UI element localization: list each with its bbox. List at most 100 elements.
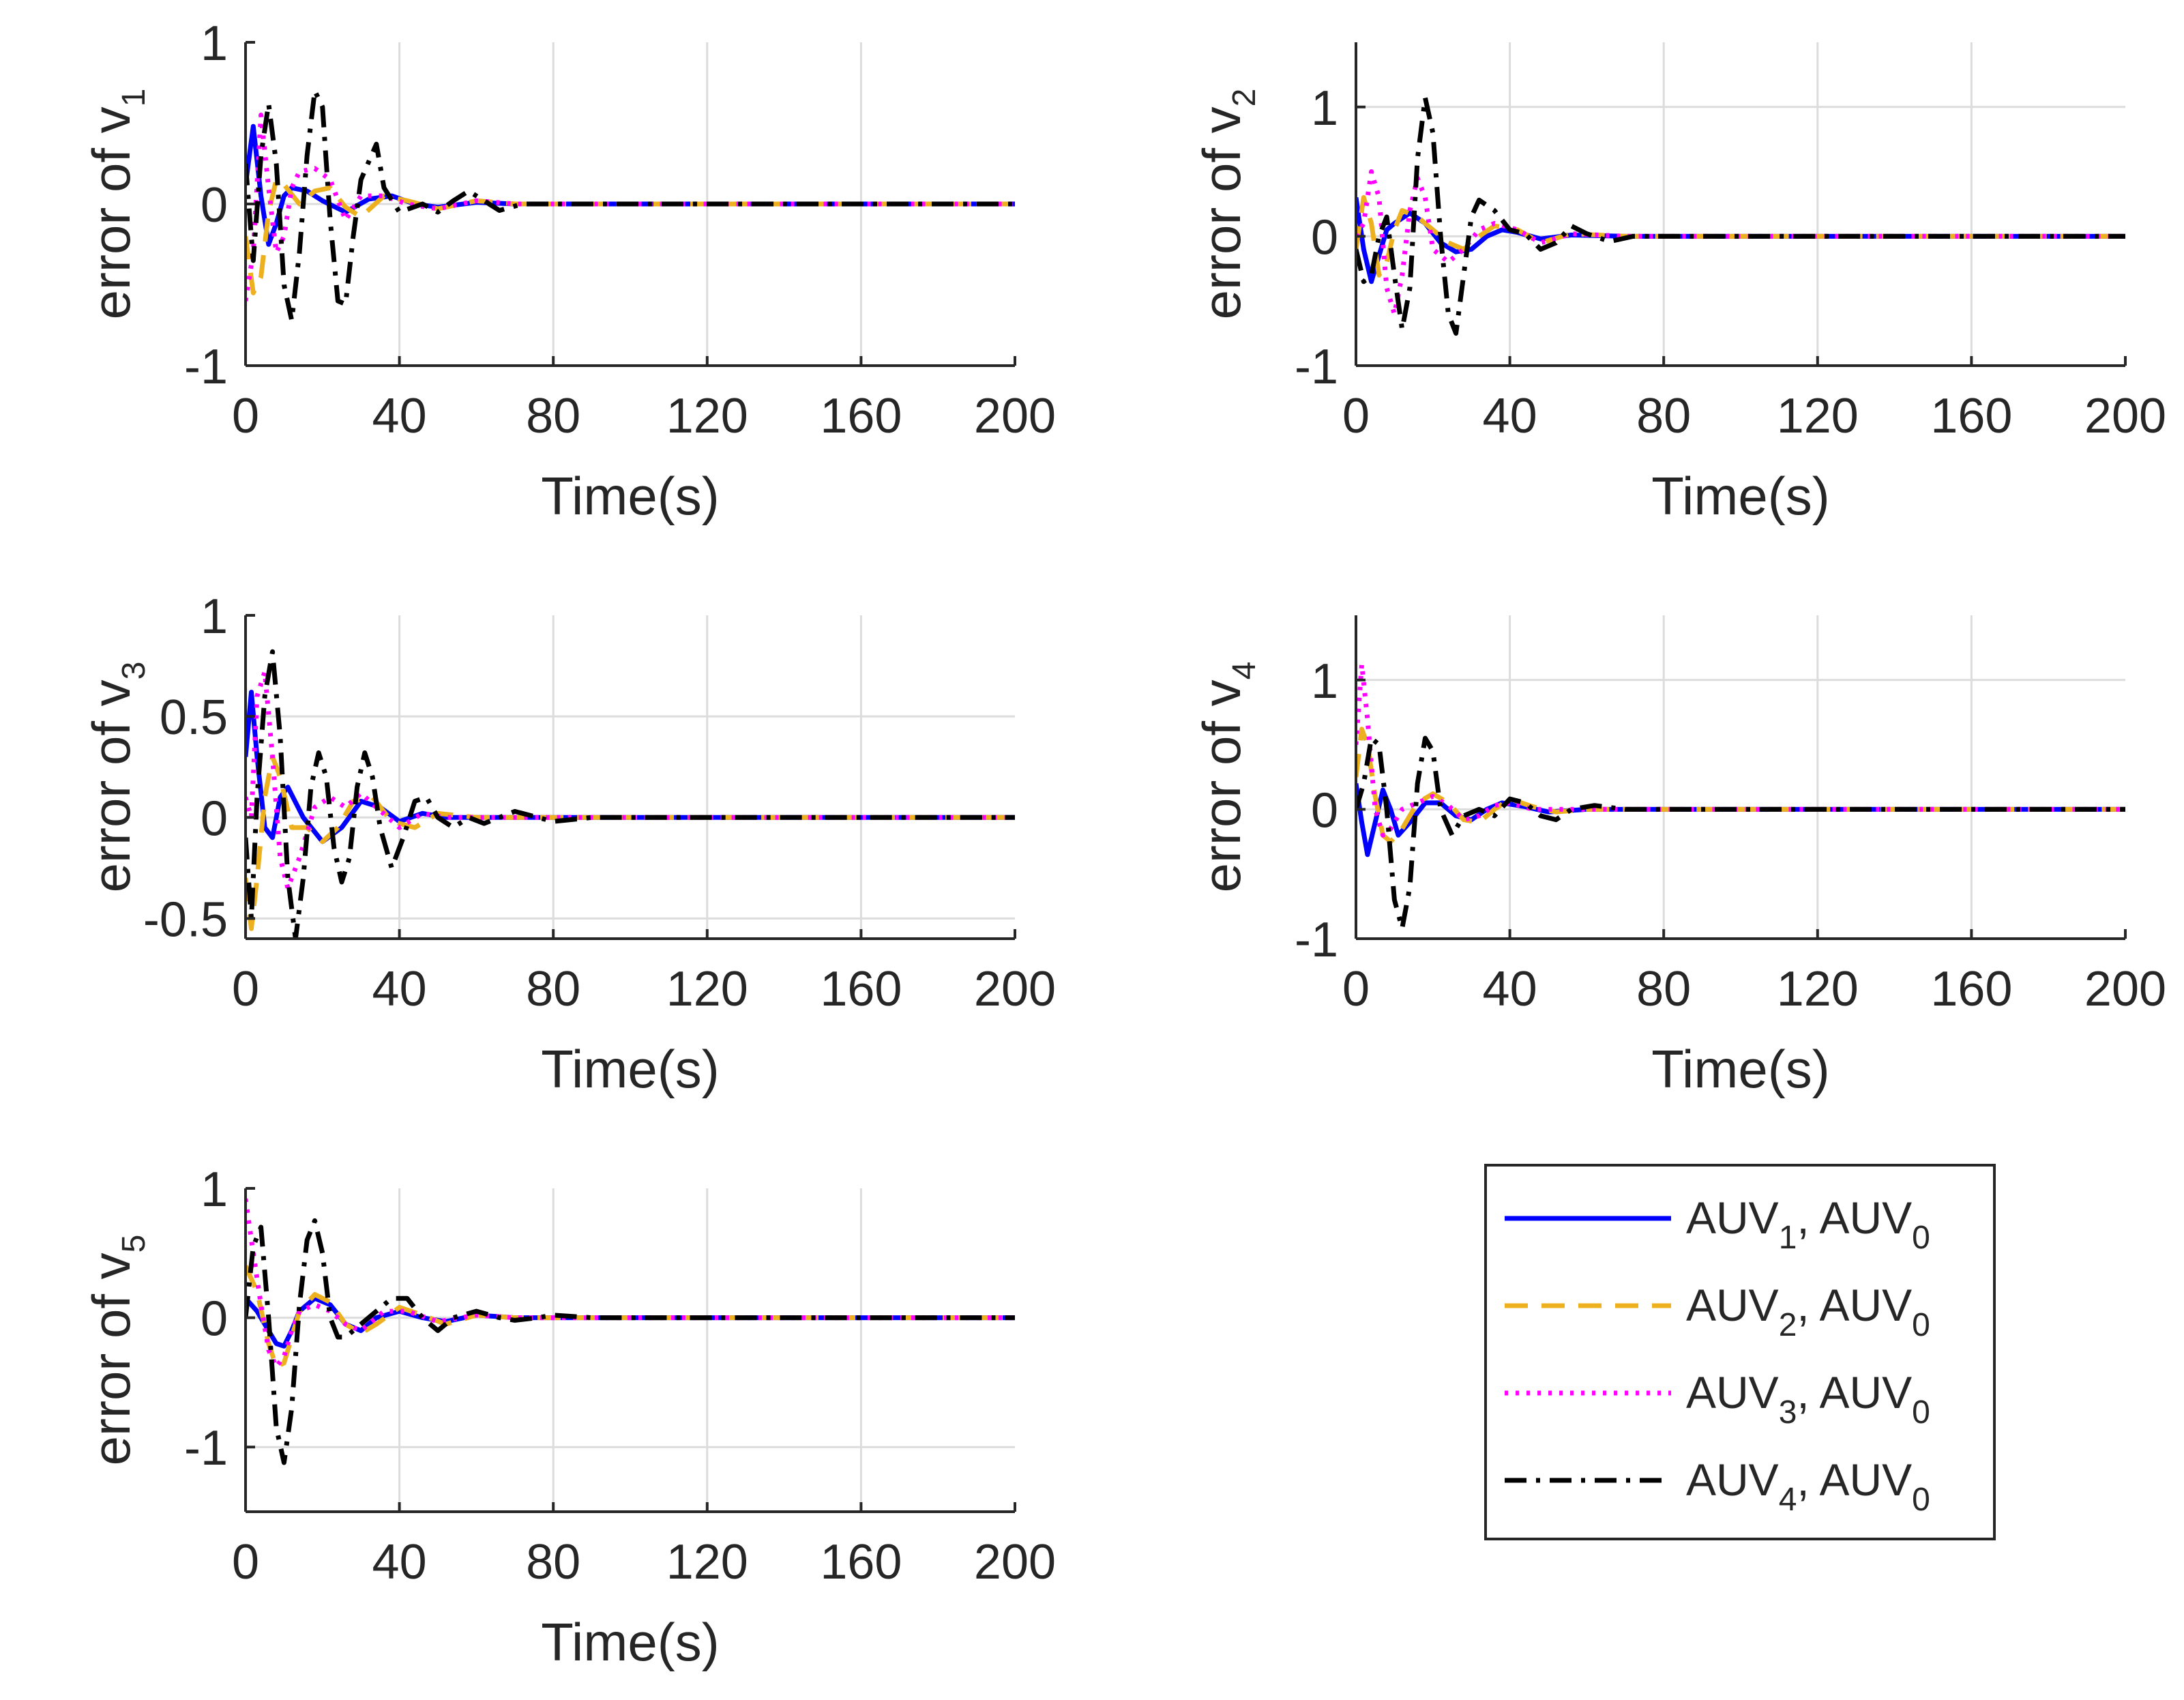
series-group	[246, 649, 1015, 939]
y-tick-label: 0	[201, 791, 228, 846]
legend-label-auv4: AUV4, AUV0	[1686, 1454, 1930, 1518]
plot-area	[246, 615, 1015, 939]
x-tick-label: 120	[666, 1535, 748, 1589]
y-axis-label-subscript: 3	[116, 662, 152, 680]
y-axis-label-text: error of v	[1192, 679, 1252, 892]
series-line-auv3	[1356, 662, 2125, 838]
x-axis-label: Time(s)	[1651, 466, 1829, 526]
y-axis-label-subscript: 5	[116, 1235, 152, 1253]
series-line-auv3	[246, 669, 1015, 891]
x-axis-label: Time(s)	[541, 1039, 719, 1099]
y-tick-label: -1	[1295, 913, 1338, 967]
series-line-auv2	[246, 754, 1015, 931]
series-group	[246, 88, 1015, 323]
plot-area	[1356, 42, 2125, 366]
legend: AUV1, AUV0 AUV2, AUV0 AUV3, AUV0 AUV4, AUV0	[1484, 1164, 1996, 1540]
y-axis-label: error of v4	[1192, 662, 1263, 893]
series-line-auv2	[246, 1265, 1015, 1370]
plot-area	[1356, 615, 2125, 939]
x-tick-label: 0	[232, 1535, 259, 1589]
y-tick-label: 1	[201, 1162, 228, 1217]
y-axis-label: error of v1	[81, 89, 152, 320]
x-axis-label: Time(s)	[541, 1612, 719, 1672]
x-tick-label: 40	[372, 962, 427, 1016]
x-tick-label: 40	[1483, 389, 1537, 443]
x-tick-label: 80	[1636, 389, 1691, 443]
series-line-auv4	[1356, 735, 2125, 931]
legend-label-auv2: AUV2, AUV0	[1686, 1280, 1930, 1343]
y-tick-label: 1	[1311, 81, 1338, 136]
series-line-auv4	[1356, 96, 2125, 336]
y-tick-label: 0	[1311, 210, 1338, 265]
y-tick-label: 1	[1311, 654, 1338, 709]
legend-box	[1484, 1164, 1996, 1540]
series-group	[246, 1198, 1015, 1465]
y-axis-label-text: error of v	[81, 106, 141, 319]
series-group	[1356, 662, 2125, 931]
y-tick-label: 1	[201, 16, 228, 71]
y-tick-label: 0	[201, 178, 228, 233]
x-tick-label: 160	[820, 962, 902, 1016]
y-axis-label: error of v2	[1192, 89, 1263, 320]
series-line-auv2	[246, 177, 1015, 295]
y-axis-label-text: error of v	[81, 679, 141, 892]
x-tick-label: 40	[372, 389, 427, 443]
series-line-auv4	[246, 649, 1015, 939]
x-tick-label: 0	[232, 389, 259, 443]
x-tick-label: 200	[974, 962, 1056, 1016]
x-tick-label: 160	[820, 1535, 902, 1589]
legend-label-auv3: AUV3, AUV0	[1686, 1367, 1930, 1431]
x-tick-label: 120	[1777, 962, 1859, 1016]
x-tick-label: 200	[974, 389, 1056, 443]
y-tick-label: -1	[1295, 340, 1338, 394]
x-tick-label: 40	[1483, 962, 1537, 1016]
y-axis-label: error of v5	[81, 1235, 152, 1466]
series-line-auv3	[246, 1198, 1015, 1370]
y-axis-label-text: error of v	[81, 1252, 141, 1465]
y-tick-label: 0	[201, 1292, 228, 1347]
y-tick-label: -1	[184, 1421, 228, 1476]
x-axis-label: Time(s)	[541, 466, 719, 526]
x-tick-label: 80	[526, 1535, 580, 1589]
y-tick-label: -0.5	[143, 892, 228, 947]
x-tick-label: 0	[232, 962, 259, 1016]
y-axis-label: error of v3	[81, 662, 152, 893]
series-line-auv3	[1356, 169, 2125, 317]
y-tick-label: 0.5	[160, 690, 228, 745]
legend-label-auv1: AUV1, AUV0	[1686, 1192, 1930, 1256]
y-axis-label-subscript: 1	[116, 89, 152, 107]
x-tick-label: 0	[1342, 962, 1370, 1016]
y-tick-label: -1	[184, 340, 228, 394]
series-line-auv2	[1356, 727, 2125, 845]
x-tick-label: 160	[1930, 962, 2012, 1016]
plot-area	[246, 1188, 1015, 1512]
series-line-auv3	[246, 113, 1015, 302]
x-tick-label: 40	[372, 1535, 427, 1589]
y-axis-label-subscript: 2	[1226, 89, 1263, 107]
y-axis-label-text: error of v	[1192, 106, 1252, 319]
x-tick-label: 160	[1930, 389, 2012, 443]
x-tick-label: 200	[2084, 962, 2166, 1016]
x-tick-label: 200	[974, 1535, 1056, 1589]
x-tick-label: 0	[1342, 389, 1370, 443]
y-axis-label-subscript: 4	[1226, 662, 1263, 680]
x-tick-label: 200	[2084, 389, 2166, 443]
chart-panel-v5: 0 40 80 120 160 200 -1 0 1 Time(s) error of v5	[81, 1162, 1056, 1672]
x-tick-label: 120	[1777, 389, 1859, 443]
y-tick-label: 0	[1311, 783, 1338, 838]
x-tick-label: 120	[666, 389, 748, 443]
x-tick-label: 120	[666, 962, 748, 1016]
y-tick-label: 1	[201, 589, 228, 644]
x-tick-label: 80	[526, 962, 580, 1016]
series-line-auv2	[1356, 195, 2125, 278]
series-group	[1356, 96, 2125, 336]
x-tick-label: 160	[820, 389, 902, 443]
x-tick-label: 80	[526, 389, 580, 443]
series-line-auv4	[246, 88, 1015, 323]
x-axis-label: Time(s)	[1651, 1039, 1829, 1099]
